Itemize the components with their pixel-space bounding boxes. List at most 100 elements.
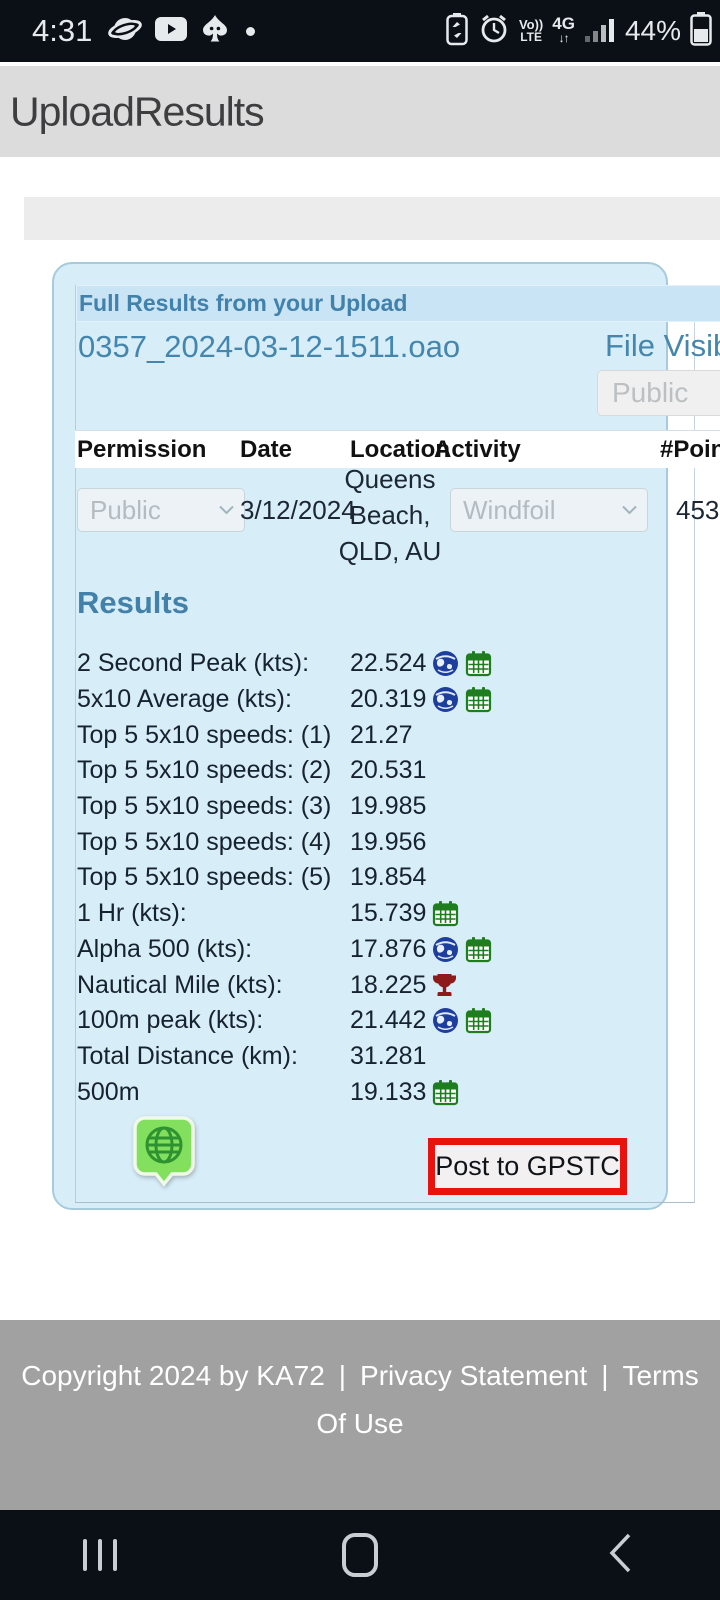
privacy-statement-link[interactable]: Privacy Statement [360, 1360, 588, 1391]
result-label: Alpha 500 (kts): [77, 934, 253, 963]
result-value: 20.531 [350, 756, 427, 785]
calendar-icon[interactable] [465, 936, 492, 963]
app-header: UploadResults [0, 66, 720, 157]
battery-percent: 44% [624, 15, 681, 46]
result-row: Total Distance (km): 31.281 [77, 1039, 707, 1075]
result-row: Top 5 5x10 speeds: (1) 21.27 [77, 717, 707, 753]
android-nav-bar [0, 1510, 720, 1600]
alarm-icon [478, 13, 510, 50]
globe-pin-icon[interactable] [131, 1114, 197, 1193]
panel-border [694, 285, 695, 1203]
notification-icons [108, 13, 256, 50]
back-button[interactable] [520, 1510, 720, 1600]
toolbar-strip [24, 197, 720, 240]
youtube-icon [154, 16, 188, 47]
back-icon [607, 1532, 633, 1579]
table-header-row: Permission Date Location Activity #Point… [75, 430, 720, 468]
result-value: 22.524 [350, 649, 427, 678]
result-label: Top 5 5x10 speeds: (4) [77, 827, 332, 856]
result-row: Nautical Mile (kts): 18.225 [77, 967, 707, 1003]
trophy-icon[interactable] [432, 972, 457, 999]
planet-icon [108, 13, 143, 50]
chevron-down-icon [219, 505, 234, 515]
calendar-icon[interactable] [432, 900, 459, 927]
battery-saver-icon [445, 12, 469, 51]
result-row: Alpha 500 (kts): 17.876 [77, 932, 707, 968]
col-activity: Activity [434, 435, 521, 463]
status-indicators: Vo)) LTE 4G ↓↑ 44% [445, 0, 712, 62]
result-label: 100m peak (kts): [77, 1006, 264, 1035]
globe-icon[interactable] [432, 686, 459, 713]
result-label: Top 5 5x10 speeds: (1) [77, 720, 332, 749]
activity-select[interactable]: Windfoil [450, 488, 648, 532]
uploaded-file-name: 0357_2024-03-12-1511.oao [78, 329, 461, 364]
result-row: 5x10 Average (kts): 20.319 [77, 682, 707, 718]
result-label: 2 Second Peak (kts): [77, 649, 310, 678]
result-label: Total Distance (km): [77, 1041, 298, 1070]
panel-title-bar: Full Results from your Upload [76, 285, 720, 322]
permission-select[interactable]: Public [77, 488, 245, 532]
result-value: 17.876 [350, 934, 427, 963]
location-cell: Queens Beach, QLD, AU [338, 464, 442, 566]
col-location: Location [350, 435, 450, 463]
network-type-indicator: 4G ↓↑ [552, 14, 575, 45]
result-label: Top 5 5x10 speeds: (2) [77, 756, 332, 785]
result-row: Top 5 5x10 speeds: (4) 19.956 [77, 824, 707, 860]
post-to-gpstc-button[interactable]: Post to GPSTC [428, 1138, 627, 1195]
result-row: 500m 19.133 [77, 1074, 707, 1110]
recents-icon [83, 1539, 117, 1571]
volte-indicator: Vo)) LTE [518, 17, 544, 44]
result-row: 2 Second Peak (kts): 22.524 [77, 646, 707, 682]
upload-results-card [52, 262, 668, 1210]
calendar-icon[interactable] [465, 1007, 492, 1034]
globe-icon[interactable] [432, 650, 459, 677]
footer-separator: | [601, 1360, 609, 1391]
home-button[interactable] [260, 1510, 460, 1600]
file-visibility-select[interactable]: Public [597, 370, 720, 416]
result-label: Top 5 5x10 speeds: (3) [77, 792, 332, 821]
footer-separator: | [338, 1360, 347, 1391]
result-label: 1 Hr (kts): [77, 899, 187, 928]
result-value: 19.956 [350, 827, 427, 856]
home-icon [342, 1533, 378, 1577]
notification-dot [246, 26, 256, 36]
col-permission: Permission [77, 435, 207, 463]
result-value: 20.319 [350, 685, 427, 714]
result-label: 500m [77, 1077, 140, 1106]
col-date: Date [240, 435, 293, 463]
result-value: 21.442 [350, 1006, 427, 1035]
panel-title-text: Full Results from your Upload [79, 290, 408, 316]
table-row: Public 3/12/2024 Queens Beach, QLD, AU W… [0, 464, 720, 578]
result-value: 31.281 [350, 1041, 427, 1070]
file-visibility-value: Public [612, 377, 689, 408]
globe-icon[interactable] [432, 936, 459, 963]
panel-border [75, 285, 76, 1203]
result-value: 15.739 [350, 899, 427, 928]
points-cell: 4533 [676, 495, 720, 525]
col-points: #Points [660, 435, 720, 463]
calendar-icon[interactable] [465, 650, 492, 677]
status-bar: 4:31 Vo)) LTE 4G [0, 0, 720, 62]
result-value: 19.985 [350, 792, 427, 821]
result-row: Top 5 5x10 speeds: (5) 19.854 [77, 860, 707, 896]
result-label: 5x10 Average (kts): [77, 685, 292, 714]
panel-border [75, 1202, 695, 1203]
terms-of-use-link[interactable]: Terms Of Use [316, 1360, 699, 1439]
status-time: 4:31 [32, 13, 93, 48]
copyright-text: Copyright 2024 by KA72 [21, 1360, 325, 1391]
signal-strength-icon [584, 14, 616, 49]
result-label: Nautical Mile (kts): [77, 970, 283, 999]
battery-icon [690, 11, 712, 51]
result-value: 19.133 [350, 1077, 427, 1106]
results-heading: Results [77, 585, 189, 620]
globe-icon[interactable] [432, 1007, 459, 1034]
result-row: 100m peak (kts): 21.442 [77, 1003, 707, 1039]
calendar-icon[interactable] [432, 1079, 459, 1106]
calendar-icon[interactable] [465, 686, 492, 713]
result-row: 1 Hr (kts): 15.739 [77, 896, 707, 932]
file-visibility-label: File Visibility [605, 328, 720, 363]
recents-button[interactable] [0, 1510, 200, 1600]
result-row: Top 5 5x10 speeds: (3) 19.985 [77, 789, 707, 825]
result-label: Top 5 5x10 speeds: (5) [77, 863, 332, 892]
